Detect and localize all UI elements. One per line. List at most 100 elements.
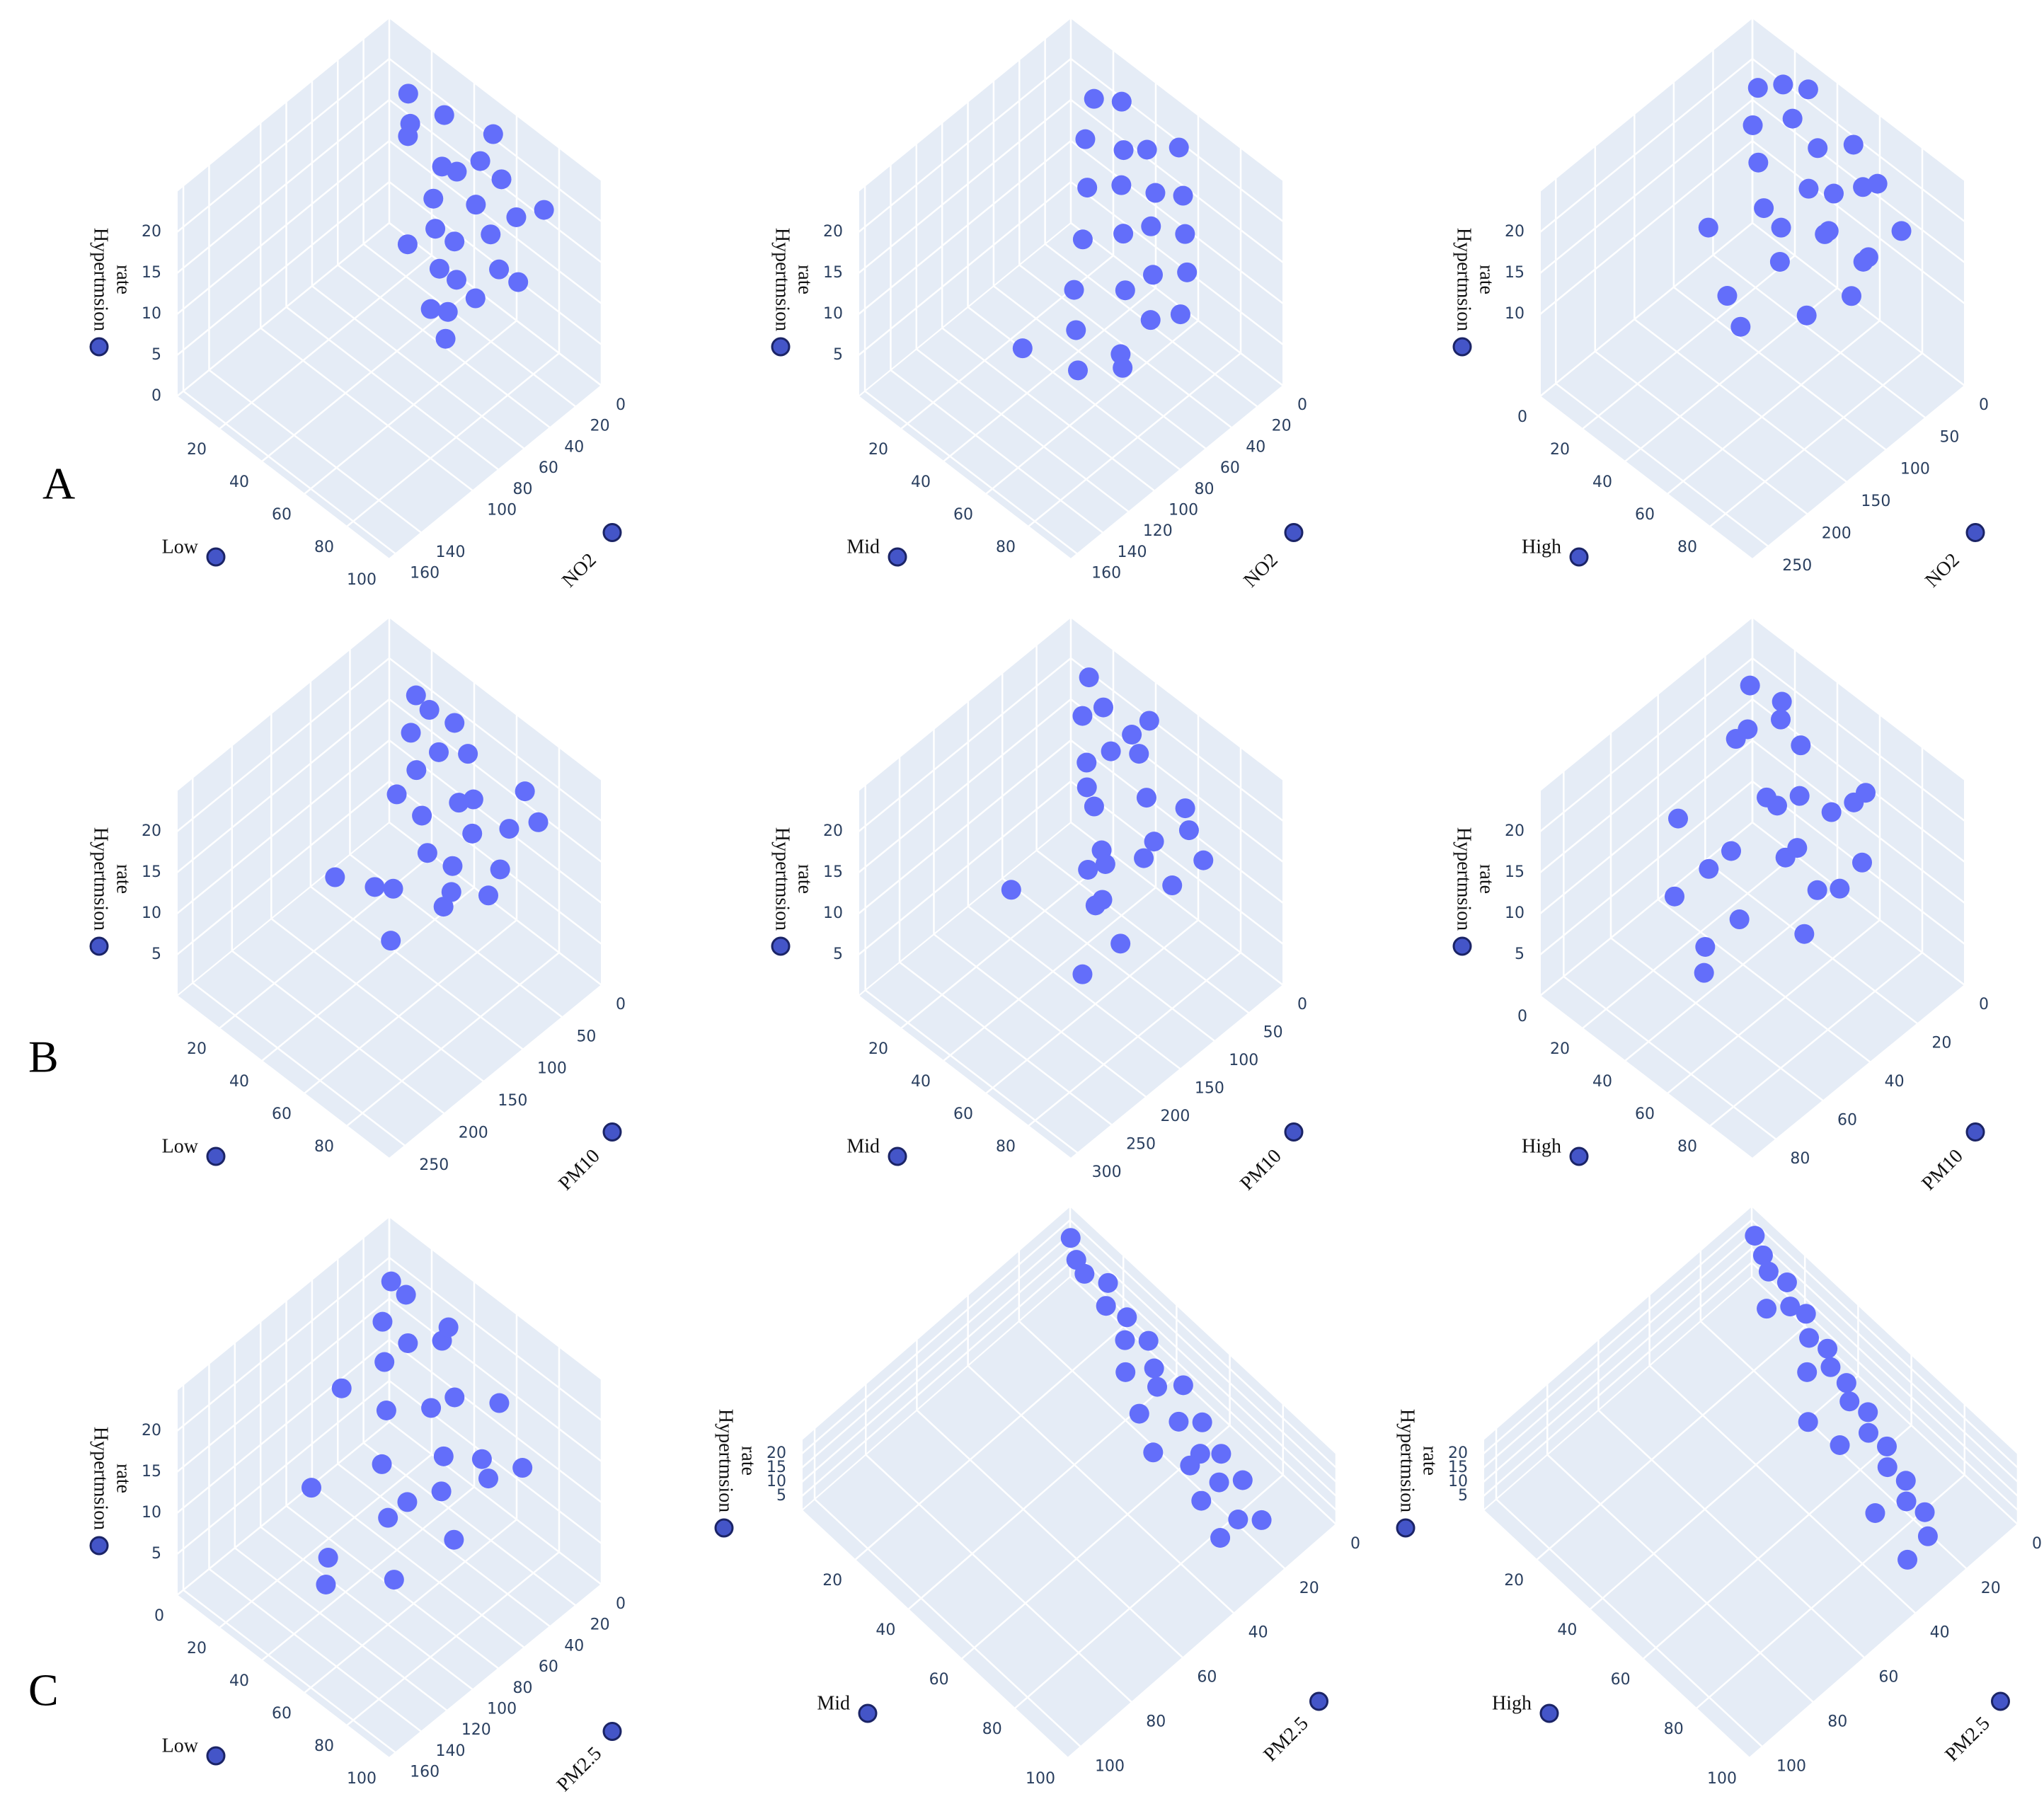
point [1771, 709, 1791, 730]
point [1077, 178, 1098, 198]
point [1858, 1402, 1878, 1422]
y-tick-label: 60 [1220, 459, 1240, 477]
point [449, 793, 469, 813]
point [417, 843, 437, 863]
axis-icon [89, 1536, 109, 1556]
x-tick-label: 80 [314, 1138, 334, 1156]
point [1729, 909, 1750, 930]
y-tick-label: 160 [410, 1764, 440, 1781]
point [1776, 1272, 1797, 1292]
grid-line [858, 657, 1072, 832]
point [1143, 1442, 1164, 1463]
grid-line [1539, 740, 1753, 914]
point [1748, 152, 1769, 173]
grid-line [1539, 699, 1753, 873]
grid-line [310, 885, 524, 1050]
grid-line [349, 853, 563, 1018]
point [1698, 217, 1718, 238]
grid-line [1752, 740, 1965, 904]
z-tick-label: 10 [1505, 904, 1525, 922]
x-tick-label: 80 [996, 539, 1016, 556]
point [331, 1378, 352, 1398]
grid-line [1667, 320, 1881, 495]
y-axis-title: NO2 [1921, 549, 1963, 592]
point [1072, 706, 1093, 726]
grid-line [346, 952, 560, 1127]
y-axis-title: PM2.5 [553, 1742, 606, 1795]
x-tick-label: 20 [822, 1572, 842, 1590]
point [1141, 216, 1161, 236]
x-tick-label: 40 [1557, 1621, 1577, 1639]
z-tick-label: 0 [151, 387, 161, 405]
y-tick-label: 80 [1146, 1713, 1166, 1730]
grid-line [176, 222, 390, 397]
y-tick-label: 0 [616, 396, 626, 414]
point [1830, 878, 1850, 899]
x-tick-label: 20 [187, 1640, 207, 1657]
grid-line [1642, 1425, 1912, 1660]
point [444, 231, 465, 252]
x-tick-label: 60 [1635, 506, 1655, 524]
grid-line [858, 181, 1072, 356]
grid-line [943, 287, 1156, 462]
point [364, 877, 385, 897]
y-tick-label: 150 [1195, 1080, 1224, 1098]
point [397, 1492, 418, 1512]
y-tick-label: 40 [564, 438, 584, 456]
point [1001, 880, 1021, 900]
point [383, 878, 403, 899]
grid-line [814, 1498, 1081, 1748]
point [1914, 1502, 1935, 1522]
point [1076, 777, 1097, 798]
grid-line [285, 306, 500, 471]
point [465, 288, 486, 309]
y-tick-label: 50 [1939, 428, 1959, 446]
point [466, 195, 486, 215]
point [1726, 729, 1746, 749]
x-tick-label: 20 [187, 441, 207, 459]
point [1798, 79, 1818, 100]
z-tick-label: 15 [823, 264, 843, 282]
point [425, 219, 446, 239]
point [1853, 251, 1873, 272]
point [444, 1529, 464, 1550]
grid-line [176, 1421, 390, 1596]
grid-line [1069, 1276, 1337, 1525]
grid-line [1483, 1248, 1752, 1483]
z-tick-label: 10 [766, 1473, 786, 1490]
grid-line [183, 1589, 396, 1754]
grid-line [362, 1442, 577, 1607]
x-tick-label: 0 [154, 1607, 164, 1625]
grid-line [208, 1568, 423, 1732]
grid-line [1070, 699, 1284, 863]
point [1754, 198, 1774, 219]
point [489, 1393, 510, 1413]
point [534, 200, 554, 220]
point [374, 1352, 395, 1372]
grid-line [1634, 318, 1848, 483]
point [1096, 1296, 1116, 1316]
grid-line [389, 699, 602, 863]
y-tick-label: 80 [513, 1679, 533, 1697]
y-tick-label: 80 [1790, 1150, 1810, 1168]
y-axis-title: PM10 [1917, 1145, 1967, 1195]
point [1144, 832, 1164, 852]
grid-line [1751, 1248, 2019, 1497]
y-tick-label: 140 [1117, 544, 1147, 561]
y-tick-label: 200 [459, 1124, 488, 1142]
z-axis-title: Hypertmsion [771, 228, 793, 331]
point [1068, 360, 1088, 381]
grid-line [389, 1298, 602, 1462]
z-tick-label: 20 [142, 822, 161, 840]
point [1192, 1412, 1212, 1432]
z-tick-label: 15 [766, 1459, 786, 1476]
point [401, 723, 421, 743]
grid-line [1070, 657, 1284, 822]
z-tick-label: 5 [151, 1545, 161, 1563]
axis-icon [1396, 1518, 1416, 1538]
point [1794, 924, 1815, 944]
grid-line [311, 1484, 525, 1649]
grid-line [1539, 99, 1753, 274]
z-axis-title: Hypertmsion [90, 1427, 112, 1530]
z-tick-label: 10 [1505, 305, 1525, 323]
